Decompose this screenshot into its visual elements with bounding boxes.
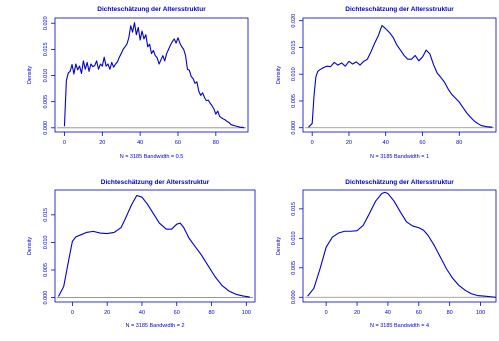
x-tick-label: 80 [447,310,453,316]
y-tick-label: 0.005 [291,94,297,108]
plot-frame [54,17,249,133]
x-tick-label: 20 [354,310,360,316]
x-tick-label: 20 [104,310,110,316]
x-tick-label: 20 [99,140,105,146]
x-tick-label: 60 [416,310,422,316]
x-tick-label: 80 [208,310,214,316]
y-tick-label: 0.010 [291,67,297,81]
y-tick-label: 0.005 [291,261,297,275]
density-curve [308,24,493,128]
x-tick-label: 0 [325,310,328,316]
y-tick-label: 0.010 [291,231,297,245]
density-curve [63,22,245,129]
y-axis-label: Density [276,66,282,85]
x-tick-label: 20 [346,140,352,146]
y-tick-label: 0.020 [291,14,297,28]
y-tick-label: 0.000 [43,291,49,305]
chart-title: Dichteschätzung der Altersstruktur [345,179,454,186]
y-tick-label: 0.000 [43,121,49,135]
y-tick-label: 0.015 [43,208,49,222]
density-panel: Dichteschätzung der Altersstruktur 0 20 40 6… [276,179,497,329]
y-axis-label: Density [27,66,33,85]
y-tick-label: 0.000 [291,121,297,135]
chart-title: Dichteschätzung der Altersstruktur [101,179,210,186]
plot-frame [54,189,256,303]
x-tick-label: 40 [385,310,391,316]
x-axis-label: N = 3185 Bandwidth = 4 [370,323,429,329]
x-tick-label: 60 [174,310,180,316]
y-tick-label: 0.005 [43,263,49,277]
plot-frame [302,189,497,303]
density-curve [57,194,250,298]
x-tick-label: 60 [419,140,425,146]
x-tick-label: 80 [456,140,462,146]
x-tick-label: 0 [63,140,66,146]
density-curve [307,191,497,298]
y-tick-label: 0.010 [43,236,49,250]
x-tick-label: 100 [476,310,485,316]
x-tick-label: 100 [242,310,251,316]
x-tick-label: 60 [175,140,181,146]
y-axis-label: Density [27,237,33,256]
y-tick-label: 0.015 [291,202,297,216]
x-axis-label: N = 3185 Bandwidth = 0.5 [120,154,184,160]
y-tick-label: 0.010 [43,69,49,83]
x-axis-label: N = 3185 Bandwidth = 2 [125,323,184,329]
y-tick-label: 0.015 [291,41,297,55]
chart-title: Dichteschätzung der Altersstruktur [345,6,454,13]
y-tick-label: 0.015 [43,42,49,56]
density-panel: Dichteschätzung der Altersstruktur 0 20 40 6… [27,6,249,160]
x-tick-label: 40 [139,310,145,316]
y-tick-label: 0.005 [43,95,49,109]
density-panel: Dichteschätzung der Altersstruktur 0 20 40 6… [27,179,256,329]
plot-frame [302,17,497,133]
density-panel: Dichteschätzung der Altersstruktur 0 20 40 6… [276,6,497,160]
x-tick-label: 40 [137,140,143,146]
x-tick-label: 0 [311,140,314,146]
x-tick-label: 0 [71,310,74,316]
x-tick-label: 40 [383,140,389,146]
y-tick-label: 0.020 [43,16,49,30]
chart-title: Dichteschätzung der Altersstruktur [97,6,206,13]
y-axis-label: Density [276,237,282,256]
y-tick-label: 0.000 [291,290,297,304]
x-tick-label: 80 [213,140,219,146]
x-axis-label: N = 3185 Bandwidth = 1 [370,154,429,160]
